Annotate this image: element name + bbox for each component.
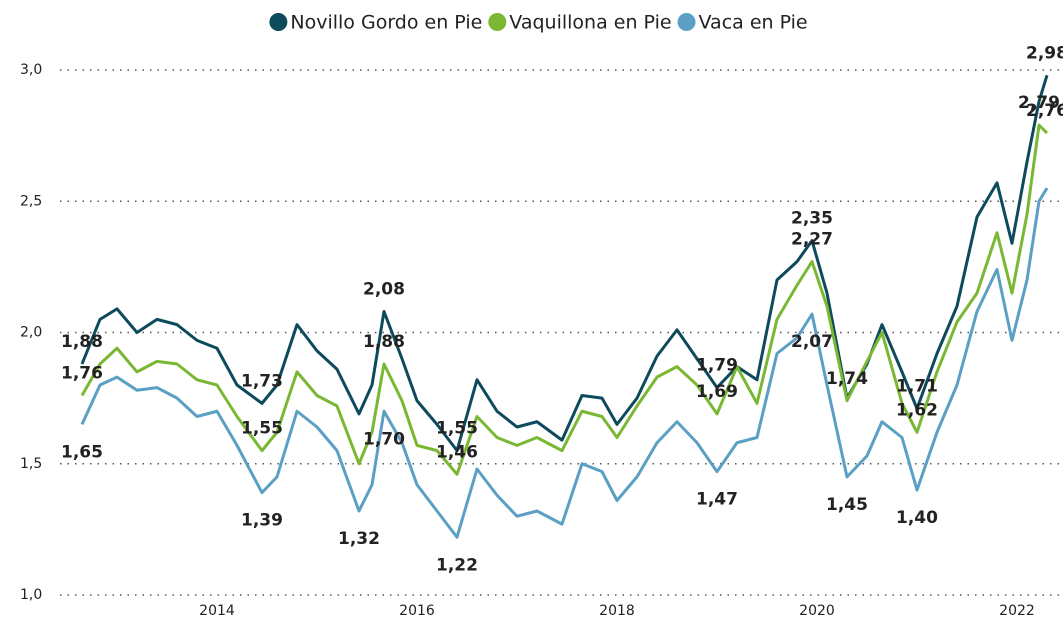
data-label: 2,08 xyxy=(363,280,405,300)
x-tick-label: 2018 xyxy=(599,603,635,619)
data-label: 1,69 xyxy=(696,382,738,402)
x-tick-label: 2016 xyxy=(399,603,435,619)
data-label: 1,46 xyxy=(436,442,478,462)
data-label: 1,40 xyxy=(896,508,938,528)
data-label: 2,76 xyxy=(1026,101,1063,121)
y-tick-label: 2,0 xyxy=(20,325,42,341)
data-label: 1,55 xyxy=(436,419,478,439)
data-label: 1,76 xyxy=(61,364,103,384)
y-tick-label: 1,5 xyxy=(20,456,42,472)
data-label: 1,70 xyxy=(363,429,405,449)
legend-label: Vaca en Pie xyxy=(699,12,808,34)
series-line xyxy=(80,74,1049,453)
data-label: 2,98 xyxy=(1026,43,1063,63)
x-tick-label: 2014 xyxy=(199,603,235,619)
x-tick-label: 2020 xyxy=(799,603,835,619)
legend-label: Novillo Gordo en Pie xyxy=(290,12,482,34)
data-label: 1,71 xyxy=(896,377,938,397)
data-label: 1,62 xyxy=(896,400,938,420)
data-label: 1,74 xyxy=(826,369,868,389)
data-label: 1,55 xyxy=(241,419,283,439)
data-label: 1,47 xyxy=(696,490,738,510)
series-line xyxy=(80,187,1049,539)
data-label: 1,73 xyxy=(241,371,283,391)
y-tick-label: 3,0 xyxy=(20,62,42,78)
data-label: 1,79 xyxy=(696,356,738,376)
x-tick-label: 2022 xyxy=(999,603,1035,619)
data-label: 1,45 xyxy=(826,495,868,515)
data-label: 1,32 xyxy=(338,529,380,549)
legend-marker xyxy=(488,13,507,31)
data-label: 1,65 xyxy=(61,442,103,462)
data-label: 1,22 xyxy=(436,555,478,575)
legend-marker xyxy=(269,13,288,31)
data-label: 2,35 xyxy=(791,209,833,229)
legend-label: Vaquillona en Pie xyxy=(509,12,671,34)
series-line xyxy=(80,123,1049,476)
data-label: 2,27 xyxy=(791,230,833,250)
y-tick-label: 1,0 xyxy=(20,587,42,603)
legend-marker xyxy=(677,13,696,31)
data-label: 2,79 xyxy=(1018,93,1060,113)
legend: Novillo Gordo en Pie Vaquillona en Pie Vac… xyxy=(269,12,808,34)
data-label: 1,88 xyxy=(61,332,103,352)
data-label: 1,88 xyxy=(363,332,405,352)
data-label: 2,07 xyxy=(791,332,833,352)
y-tick-label: 2,5 xyxy=(20,193,42,209)
data-label: 1,39 xyxy=(241,511,283,531)
